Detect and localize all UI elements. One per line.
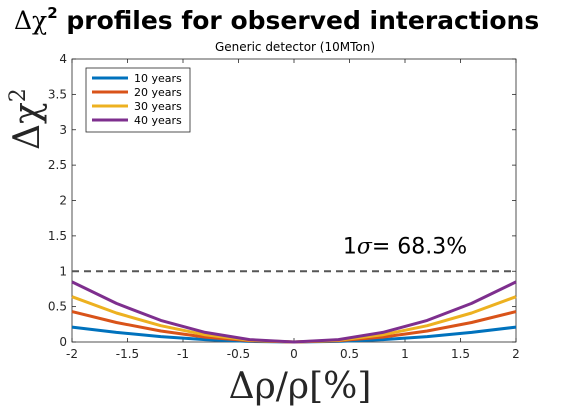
series-line-4 <box>71 280 517 344</box>
y-tick-label: 0 <box>59 335 67 349</box>
annotation-prefix: 1 <box>343 235 357 260</box>
annotation-sigma: σ <box>357 235 373 260</box>
legend-label: 20 years <box>134 86 182 99</box>
x-tick-label: 0 <box>290 347 298 361</box>
x-tick-label: -1.5 <box>116 347 139 361</box>
title-superscript: 2 <box>47 4 58 22</box>
y-tick-label: 3 <box>59 123 67 137</box>
annotation-1sigma: 1σ= 68.3% <box>343 235 467 260</box>
annotation-suffix: = 68.3% <box>372 235 467 260</box>
y-tick-label: 0.5 <box>48 300 67 314</box>
title-suffix: profiles for observed interactions <box>57 6 540 35</box>
x-tick-label: -2 <box>66 347 78 361</box>
x-tick-label: -0.5 <box>227 347 250 361</box>
x-tick-label: 0.5 <box>340 347 359 361</box>
x-tick-label: 2 <box>512 347 520 361</box>
legend-label: 10 years <box>134 72 182 85</box>
y-tick-label: 2.5 <box>48 158 67 172</box>
legend-label: 30 years <box>134 100 182 113</box>
chart-title: Δχ2 profiles for observed interactions <box>14 4 539 35</box>
y-tick-label: 4 <box>59 52 67 66</box>
title-delta-chi: Δχ <box>14 6 48 35</box>
y-tick-label: 3.5 <box>48 87 67 101</box>
chart-subtitle: Generic detector (10MTon) <box>214 40 376 54</box>
x-tick-label: -1 <box>177 347 189 361</box>
y-tick-label: 1.5 <box>48 229 67 243</box>
x-tick-label: 1 <box>401 347 409 361</box>
legend-label: 40 years <box>134 114 182 127</box>
y-tick-label: 2 <box>59 194 67 208</box>
x-tick-label: 1.5 <box>451 347 470 361</box>
x-axis-label: Δρ/ρ[%] <box>228 366 372 407</box>
y-tick-label: 1 <box>59 264 67 278</box>
